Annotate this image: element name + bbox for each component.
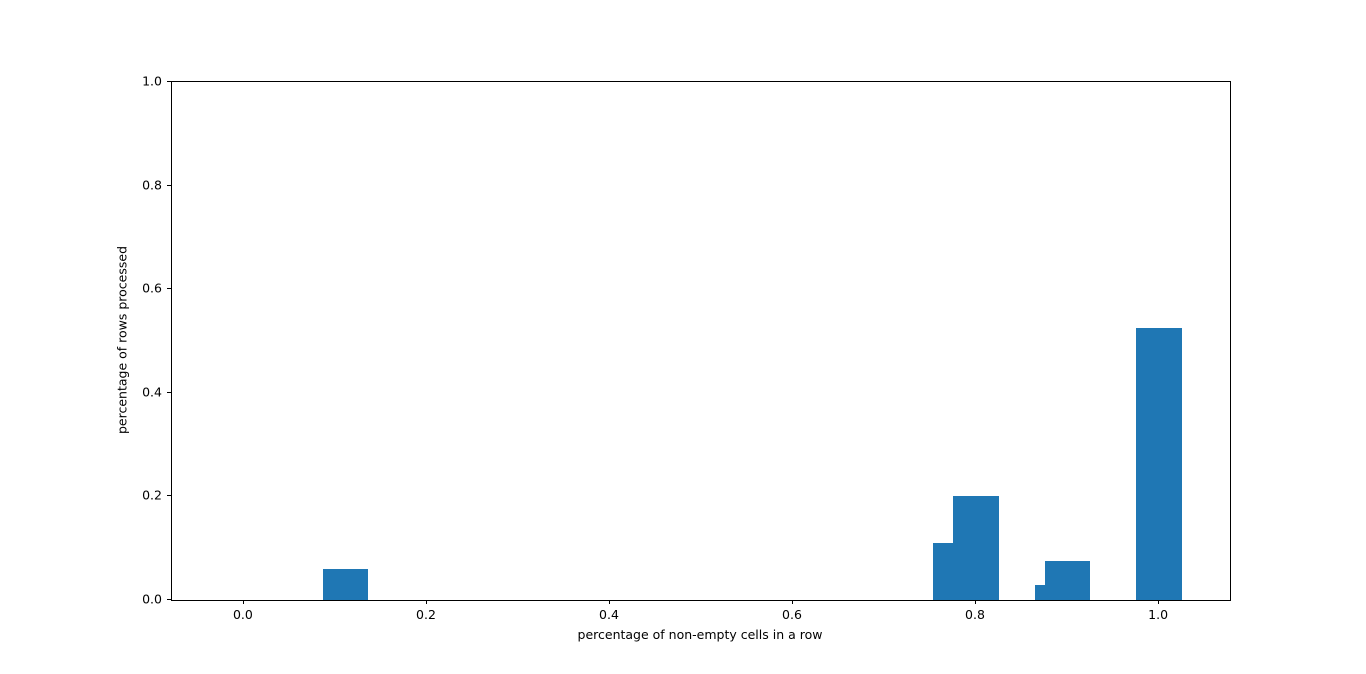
x-tick-mark <box>792 600 793 604</box>
x-axis-label: percentage of non-empty cells in a row <box>577 627 823 642</box>
x-tick-mark <box>426 600 427 604</box>
y-tick-mark <box>167 184 171 186</box>
x-tick-label: 0.0 <box>232 607 253 622</box>
x-tick-label: 1.0 <box>1148 607 1169 622</box>
bar <box>953 496 999 600</box>
y-tick-label: 0.8 <box>142 177 162 193</box>
x-tick-label: 0.8 <box>965 607 985 622</box>
x-tick-mark <box>1158 600 1160 604</box>
y-tick-mark <box>167 599 171 600</box>
y-tick-label: 0.2 <box>142 487 162 503</box>
y-tick-label: 0.0 <box>142 591 162 607</box>
y-tick-mark <box>167 391 171 393</box>
plot-area <box>171 81 1231 601</box>
x-tick-label: 0.4 <box>599 607 619 622</box>
y-tick-label: 0.4 <box>142 384 162 400</box>
y-tick-mark <box>167 81 171 82</box>
y-axis-label: percentage of rows processed <box>114 245 130 435</box>
bar <box>322 568 369 600</box>
y-tick-mark <box>167 495 171 497</box>
x-tick-mark <box>609 600 610 604</box>
y-tick-label: 1.0 <box>142 73 162 89</box>
y-tick-mark <box>167 288 171 290</box>
x-tick-mark <box>242 600 244 604</box>
x-tick-mark <box>975 600 976 604</box>
x-tick-label: 0.6 <box>782 607 802 622</box>
bar <box>1044 561 1091 600</box>
bar <box>1136 328 1182 600</box>
y-tick-label: 0.6 <box>142 280 162 296</box>
x-tick-label: 0.2 <box>416 607 436 622</box>
